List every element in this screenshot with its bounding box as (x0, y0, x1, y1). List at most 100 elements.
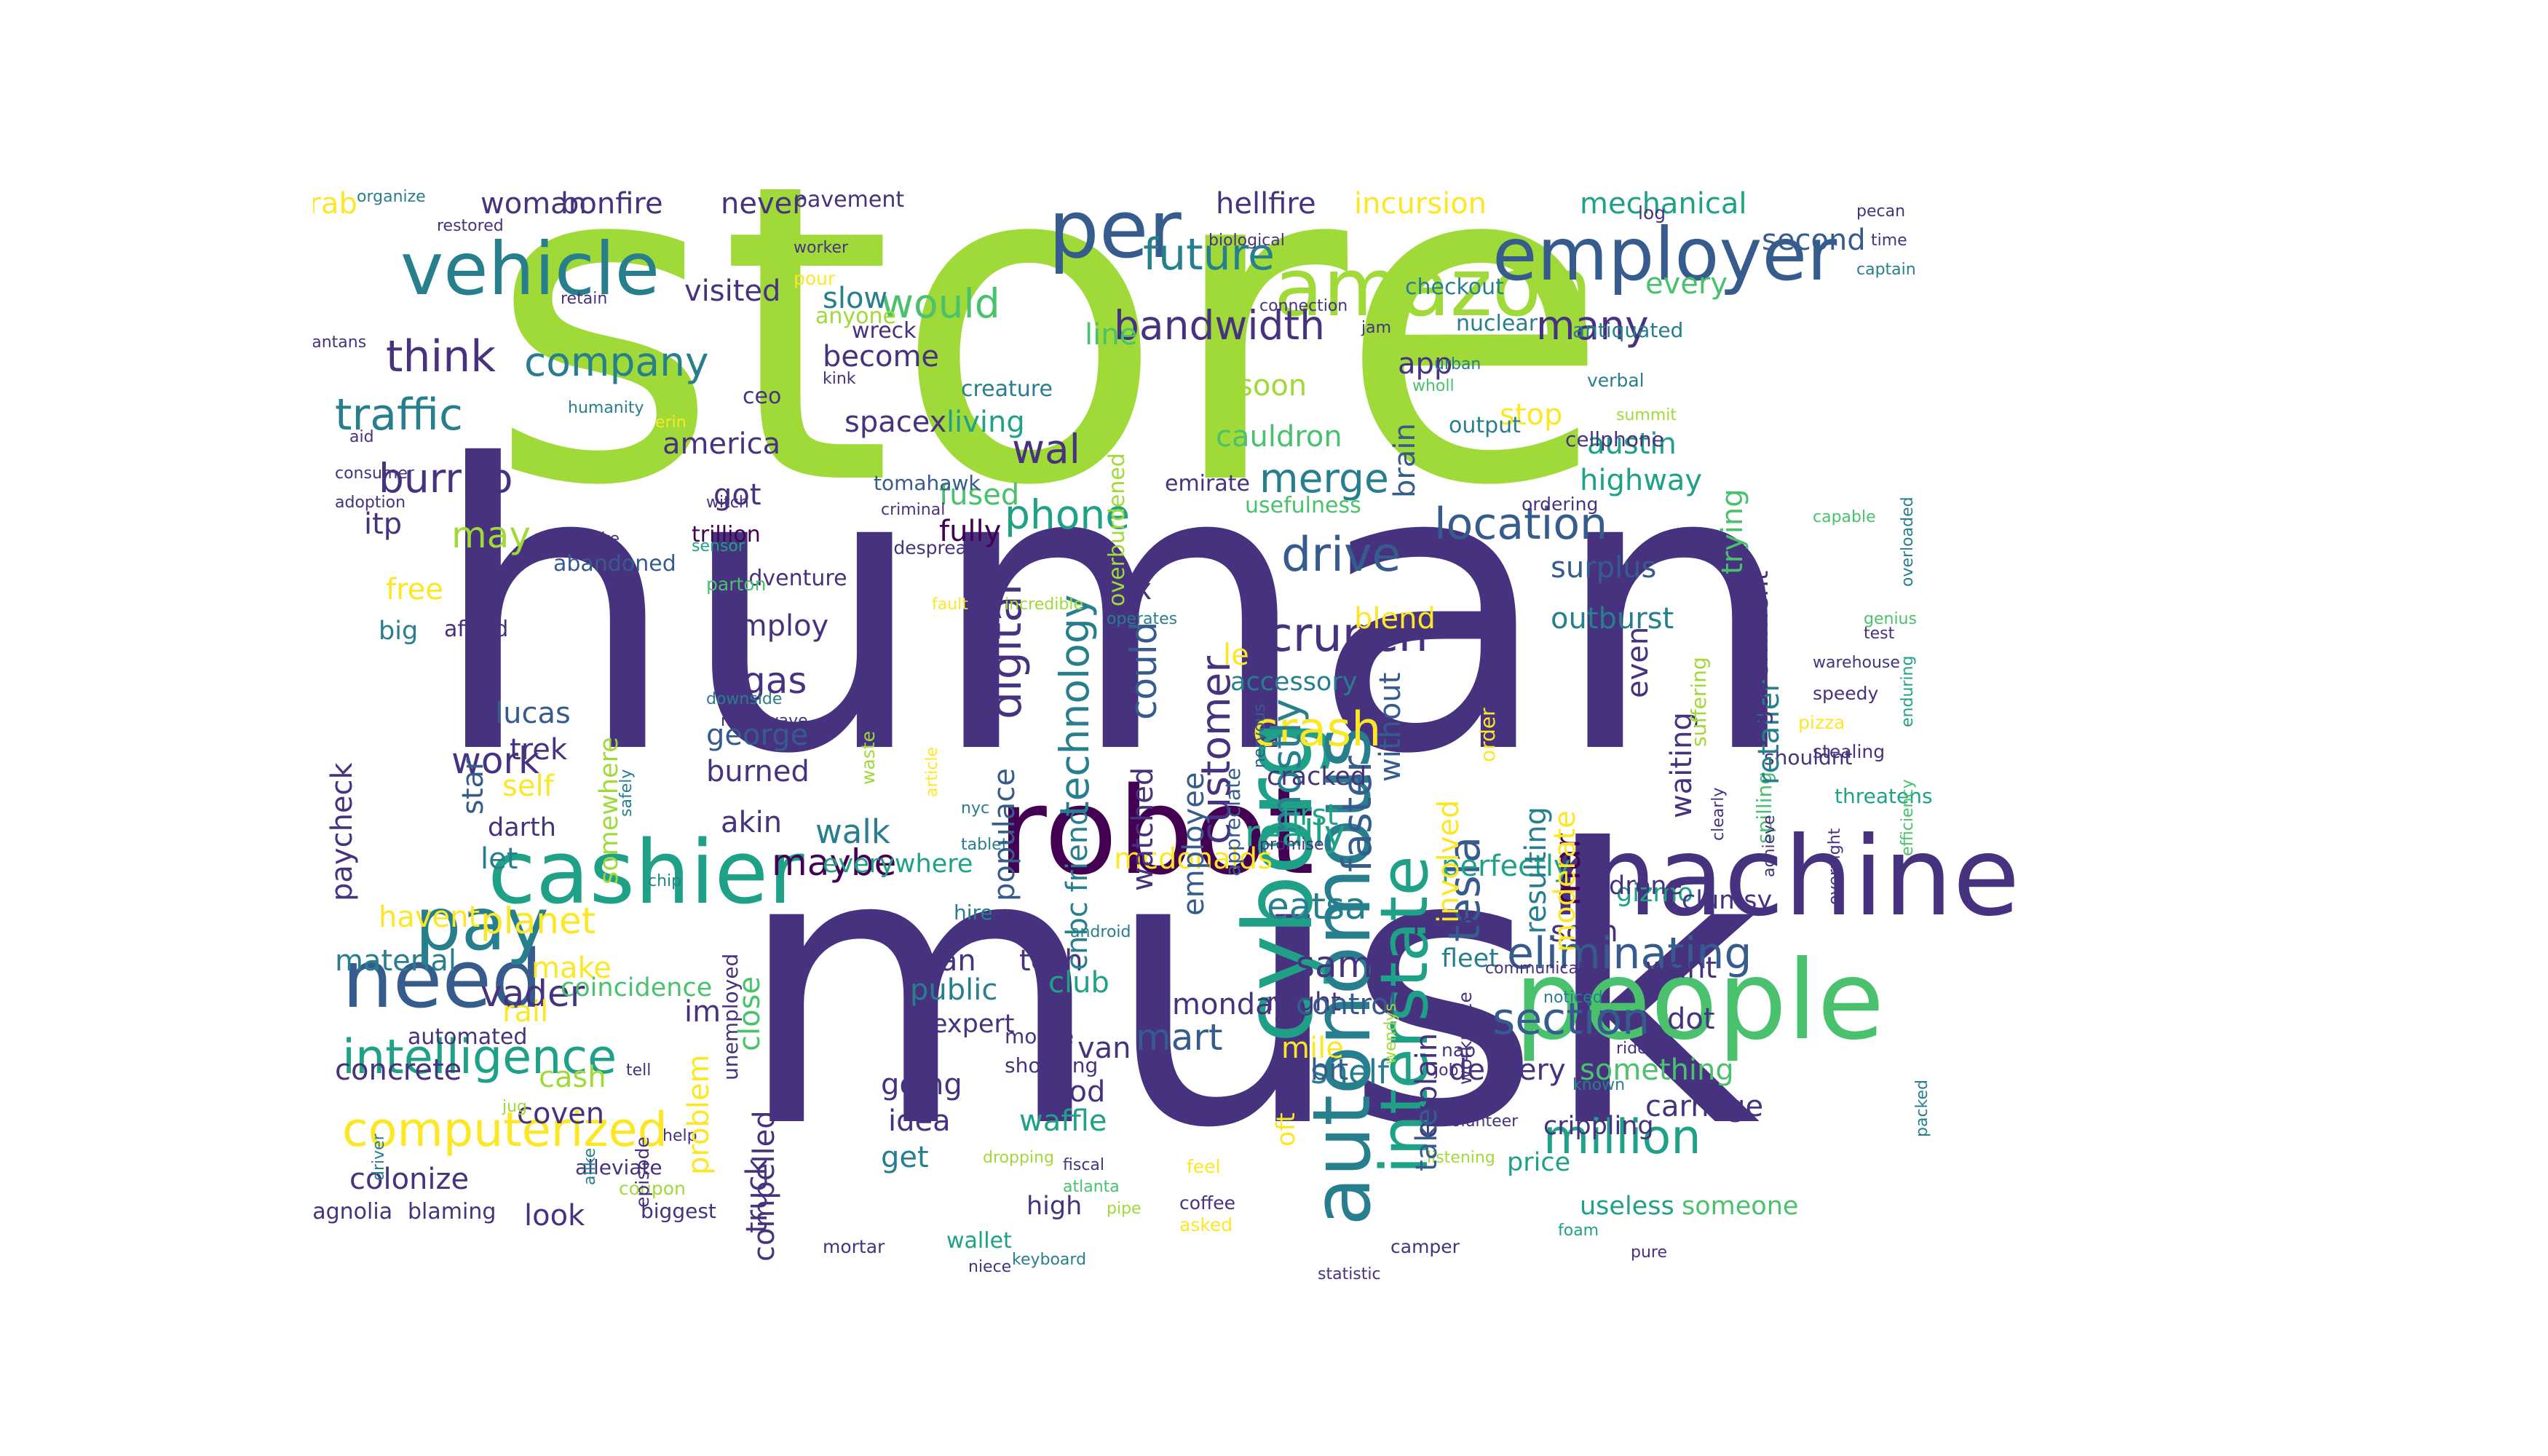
word-machine: machine (1551, 814, 2020, 941)
word-think: think (386, 331, 496, 382)
word-walk: walk (815, 812, 890, 851)
word-threatens: threatens (1835, 784, 1933, 808)
word-captain: captain (1856, 261, 1916, 279)
word-tomahawk: tomahawk (874, 471, 981, 495)
word-going: going (881, 1068, 962, 1101)
word-could: could (1123, 621, 1165, 720)
word-austin: austin (1587, 427, 1677, 461)
word-workplace: workplace (1455, 991, 1476, 1085)
word-intelligence: intelligence (342, 1030, 617, 1085)
word-moderate: moderate (1548, 810, 1582, 953)
word-george: george (706, 719, 809, 752)
word-box: box (1099, 573, 1152, 606)
word-crash: crash (1252, 703, 1382, 757)
word-alleviate: alleviate (575, 1155, 662, 1179)
word-organize: organize (357, 189, 426, 206)
word-blaming: blaming (408, 1199, 496, 1224)
word-cracked: cracked (1267, 762, 1367, 791)
word-van: van (1077, 1032, 1131, 1065)
word-problem: problem (682, 1054, 716, 1175)
word-criminal: criminal (881, 501, 946, 519)
word-first: first (1281, 799, 1339, 832)
word-concrete: concrete (335, 1053, 462, 1087)
word-merge: merge (1259, 455, 1389, 502)
word-cashier: cashier (488, 823, 804, 924)
word-nap: nap (1441, 1040, 1476, 1061)
word-colonize: colonize (349, 1163, 470, 1196)
word-star: star (456, 758, 490, 815)
word-wendys: wendys (1382, 1002, 1400, 1064)
word-cash: cash (539, 1061, 606, 1094)
word-computerized: computerized (342, 1103, 668, 1158)
word-accessory: accessory (1230, 668, 1358, 697)
word-would: would (881, 280, 1000, 327)
word-gizmo: gizmo (1616, 879, 1693, 908)
word-traffic: traffic (335, 389, 463, 440)
word-kink: kink (823, 370, 856, 388)
word-drive: drive (1281, 528, 1401, 582)
word-chip: chip (648, 872, 682, 890)
word-million: million (1543, 1110, 1701, 1165)
word-microwave: microwave (721, 712, 808, 730)
word-employ: employ (721, 609, 829, 643)
word-hire: hire (954, 901, 993, 925)
word-atlanta: atlanta (1063, 1178, 1120, 1196)
word-resulting: resulting (1519, 807, 1553, 935)
word-watched: watched (1126, 767, 1160, 891)
word-clumsy: clumsy (1682, 886, 1773, 915)
word-something: something (1580, 1053, 1734, 1087)
word-havent: havent (379, 901, 480, 934)
word-public: public (910, 973, 998, 1007)
word-bit: bit (1310, 1053, 1349, 1087)
word-become: become (823, 340, 940, 373)
word-want: want (1645, 951, 1717, 985)
word-coffee: coffee (1179, 1192, 1236, 1214)
word-alike: alike (581, 1147, 599, 1186)
word-trek: trek (510, 733, 568, 767)
word-burrito: burrito (379, 455, 513, 502)
word-mart: mart (1136, 1016, 1223, 1059)
word-pipe: pipe (1107, 1200, 1142, 1218)
word-rail: rail (502, 995, 549, 1029)
word-operates: operates (1107, 610, 1178, 628)
word-adventure: adventure (735, 566, 847, 591)
word-jug: jug (502, 1098, 528, 1116)
word-consumer: consumer (335, 464, 414, 483)
word-safely: safely (617, 769, 636, 817)
word-urban: urban (1434, 355, 1481, 373)
word-abandoned: abandoned (553, 551, 676, 577)
word-afford: afford (444, 617, 509, 642)
word-expert: expert (932, 1010, 1015, 1039)
word-line: line (1085, 318, 1138, 352)
word-efficiency: efficiency (1899, 779, 1917, 857)
word-high: high (1026, 1192, 1083, 1221)
word-volunteer: volunteer (1441, 1112, 1519, 1131)
word-club: club (1048, 966, 1109, 1000)
word-magnolia: magnolia (313, 1199, 393, 1224)
word-store: store (488, 189, 1611, 582)
word-truck: truck (740, 1158, 774, 1233)
word-akin: akin (721, 806, 783, 839)
word-crippling: crippling (1543, 1112, 1654, 1141)
word-verbal: verbal (1587, 370, 1645, 391)
word-mortar: mortar (823, 1236, 885, 1257)
word-never: never (721, 189, 804, 221)
word-app: app (1398, 347, 1453, 381)
word-work: work (451, 740, 539, 782)
word-control: control (1296, 988, 1397, 1021)
word-robot: robot (997, 761, 1315, 901)
word-mile: mile (1281, 1032, 1344, 1065)
word-carnage: carnage (1645, 1090, 1764, 1123)
word-maybe: maybe (772, 842, 897, 884)
word-according: according (464, 618, 488, 719)
word-free: free (386, 573, 443, 606)
word-biggest: biggest (641, 1199, 716, 1223)
word-look: look (524, 1199, 585, 1233)
word-scan: scan (1551, 915, 1618, 949)
word-trillion: trillion (692, 522, 761, 547)
word-mcdonalds: mcdonalds (1114, 842, 1273, 876)
word-witch: witch (706, 494, 749, 512)
word-perfectly: perfectly (1441, 850, 1571, 883)
word-statistic: statistic (1318, 1265, 1381, 1282)
word-wal: wal (1012, 426, 1080, 472)
